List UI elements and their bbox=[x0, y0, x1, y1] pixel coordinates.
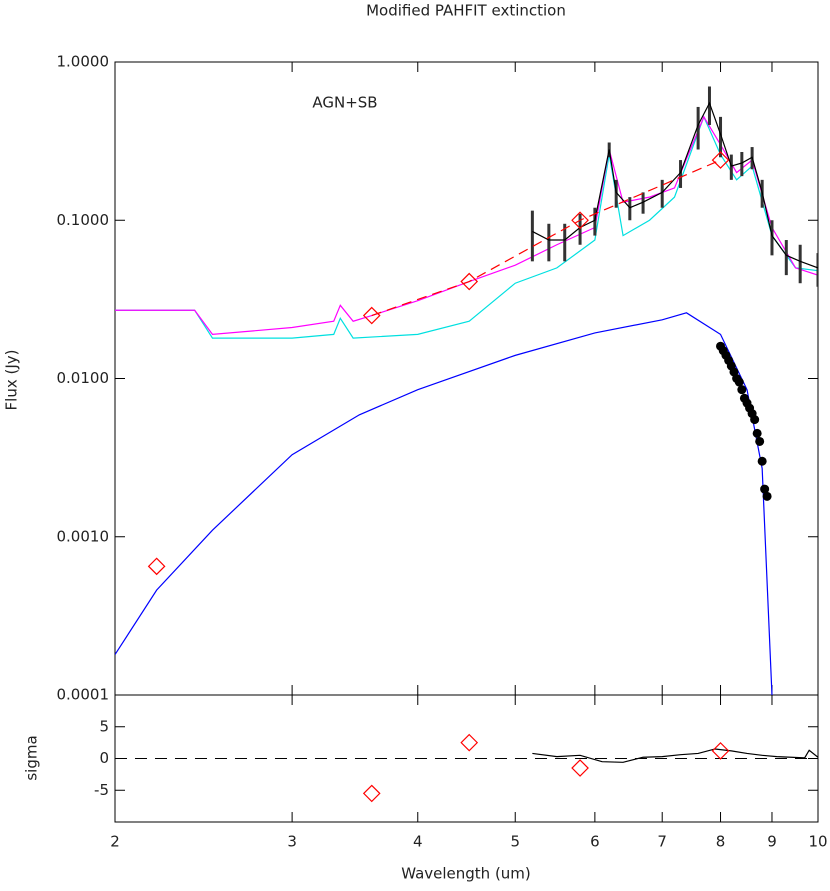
y-tick-label: 0.0001 bbox=[57, 686, 110, 704]
x-tick-label: 10 bbox=[808, 833, 827, 851]
x-tick-label: 6 bbox=[590, 833, 600, 851]
series-line bbox=[371, 159, 721, 317]
series-line bbox=[115, 312, 773, 695]
y-tick-label: 0.0010 bbox=[57, 527, 110, 545]
data-point bbox=[460, 272, 479, 291]
y-tick-label: 0 bbox=[99, 749, 109, 767]
y-tick-label: 5 bbox=[99, 717, 109, 735]
plot-frame bbox=[114, 61, 819, 696]
series-line bbox=[115, 115, 818, 339]
y-tick-label: -5 bbox=[94, 781, 109, 799]
series-line bbox=[532, 101, 818, 269]
data-point bbox=[460, 733, 479, 752]
series-line bbox=[115, 115, 818, 336]
x-tick-label: 9 bbox=[767, 833, 777, 851]
y-axis-label: Flux (Jy) bbox=[3, 350, 21, 411]
x-tick-label: 8 bbox=[716, 833, 726, 851]
data-point bbox=[711, 151, 730, 169]
y-tick-label: 1.0000 bbox=[57, 53, 110, 71]
data-point bbox=[734, 377, 744, 387]
data-point bbox=[362, 306, 381, 325]
series-line bbox=[532, 748, 818, 763]
data-point bbox=[760, 484, 770, 494]
data-point bbox=[147, 557, 166, 576]
annotation: AGN+SB bbox=[312, 94, 377, 112]
data-point bbox=[571, 211, 589, 230]
plot-area bbox=[115, 733, 818, 803]
data-point bbox=[762, 491, 772, 501]
x-tick-label: 2 bbox=[110, 833, 120, 851]
data-point bbox=[711, 742, 730, 760]
data-point bbox=[750, 415, 760, 425]
y-axis-label: sigma bbox=[23, 735, 41, 780]
y-tick-label: 0.1000 bbox=[57, 211, 110, 229]
x-tick-label: 3 bbox=[287, 833, 297, 851]
x-tick-label: 5 bbox=[510, 833, 520, 851]
x-tick-label: 7 bbox=[657, 833, 667, 851]
y-tick-label: 0.0100 bbox=[57, 369, 110, 387]
data-point bbox=[737, 385, 747, 395]
chart-title: Modified PAHFIT extinction bbox=[366, 2, 566, 20]
x-axis-label: Wavelength (um) bbox=[401, 865, 531, 883]
data-point bbox=[757, 456, 767, 466]
data-point bbox=[571, 759, 589, 777]
data-point bbox=[362, 784, 381, 803]
data-point bbox=[755, 436, 765, 446]
x-tick-label: 4 bbox=[413, 833, 423, 851]
plot-area bbox=[115, 86, 818, 695]
data-point bbox=[752, 428, 762, 438]
